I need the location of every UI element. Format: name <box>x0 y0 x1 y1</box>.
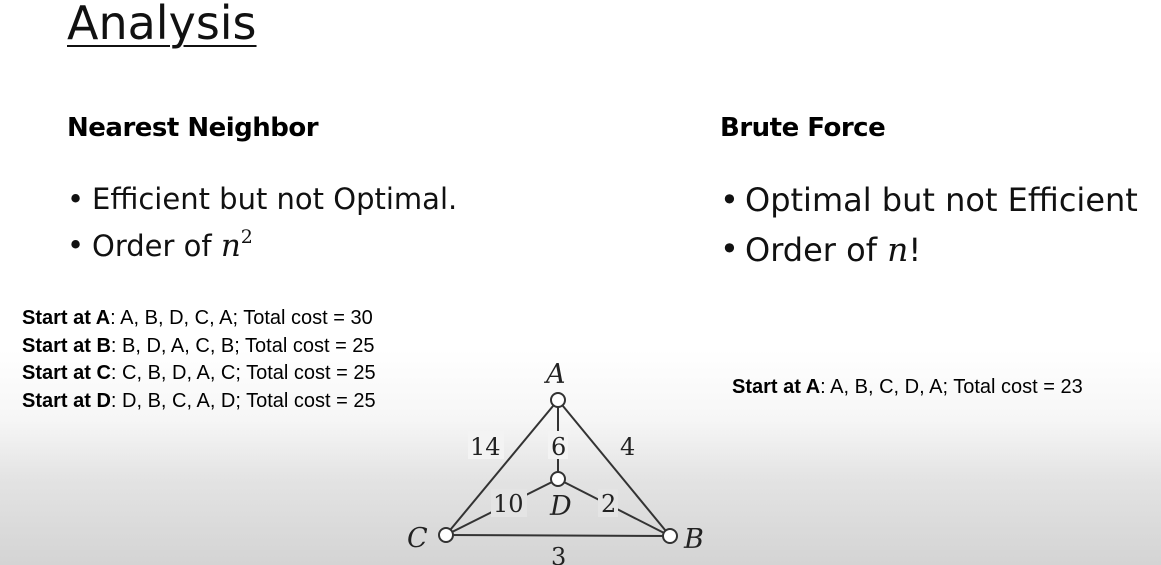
step-line: Start at B: B, D, A, C, B; Total cost = … <box>22 334 375 357</box>
graph-diagram: A C B D 14 6 4 10 2 3 <box>407 359 704 565</box>
bullet-item: Efficient but not Optimal. <box>67 182 457 228</box>
edge-weight-db: 2 <box>601 490 616 518</box>
brute-force-step: Start at A: A, B, C, D, A; Total cost = … <box>732 376 1083 398</box>
brute-force-bullets: Optimal but not Efficient Order of n! <box>720 181 1138 279</box>
node-c <box>438 527 454 543</box>
edge-ac <box>445 399 559 536</box>
nearest-neighbor-steps: Start at A: A, B, D, C, A; Total cost = … <box>22 305 376 415</box>
edge-weight-cd: 10 <box>493 490 524 518</box>
nearest-neighbor-bullets: Efficient but not Optimal. Order of n2 <box>67 182 457 274</box>
edge-weight-ab: 4 <box>620 433 635 461</box>
edge-weight-ac: 14 <box>470 433 501 461</box>
bullet-item: Optimal but not Efficient <box>720 181 1138 230</box>
node-b <box>662 528 678 544</box>
step-line: Start at C: C, B, D, A, C; Total cost = … <box>22 362 376 384</box>
node-label-b: B <box>683 524 704 555</box>
edge-weight-ad: 6 <box>551 433 566 461</box>
node-label-a: A <box>543 359 566 390</box>
edge-weight-cb: 3 <box>551 543 566 565</box>
nearest-neighbor-heading: Nearest Neighbor <box>67 113 319 143</box>
node-d <box>550 471 566 487</box>
brute-force-heading: Brute Force <box>720 113 886 143</box>
bullet-item: Order of n! <box>720 230 1138 279</box>
slide-title: Analysis <box>67 0 257 50</box>
node-label-c: C <box>407 523 428 554</box>
step-line: Start at A: A, B, D, C, A; Total cost = … <box>22 307 373 329</box>
node-a <box>550 392 566 408</box>
edge-ab <box>557 399 671 537</box>
step-line: Start at D: D, B, C, A, D; Total cost = … <box>22 389 376 412</box>
bullet-item: Order of n2 <box>67 226 457 274</box>
node-label-d: D <box>549 491 572 522</box>
edge-cb <box>445 534 671 537</box>
